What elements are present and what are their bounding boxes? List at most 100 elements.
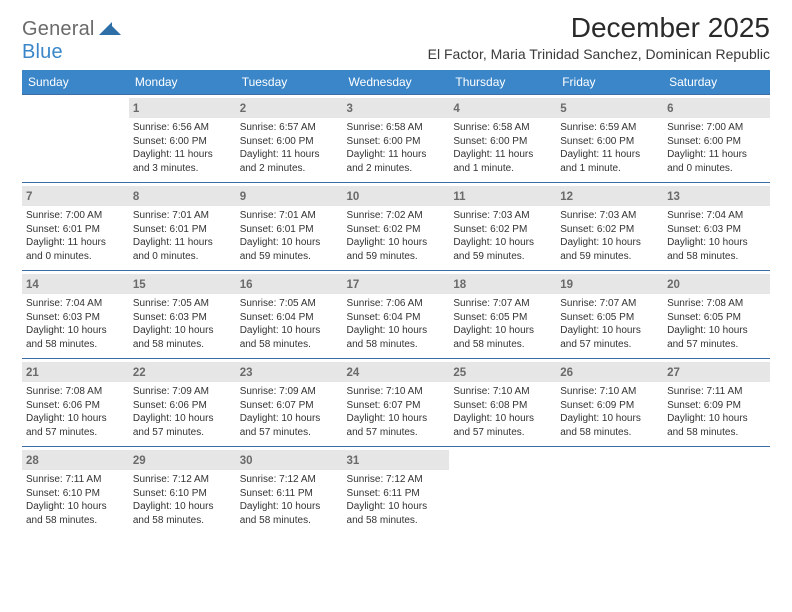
entry-sunset: Sunset: 6:10 PM	[133, 487, 232, 501]
calendar-cell: 8Sunrise: 7:01 AMSunset: 6:01 PMDaylight…	[129, 182, 236, 270]
calendar-cell: 5Sunrise: 6:59 AMSunset: 6:00 PMDaylight…	[556, 94, 663, 182]
entry-daylight: Daylight: 10 hours and 58 minutes.	[26, 500, 125, 527]
page-header: General Blue December 2025 El Factor, Ma…	[22, 12, 770, 64]
entry-sunset: Sunset: 6:11 PM	[240, 487, 339, 501]
day-number: 19	[560, 279, 573, 291]
calendar-cell: 9Sunrise: 7:01 AMSunset: 6:01 PMDaylight…	[236, 182, 343, 270]
entry-sunset: Sunset: 6:09 PM	[667, 399, 766, 413]
day-number: 7	[26, 191, 32, 203]
calendar-cell: 17Sunrise: 7:06 AMSunset: 6:04 PMDayligh…	[343, 270, 450, 358]
day-number: 13	[667, 191, 680, 203]
entry-sunrise: Sunrise: 7:10 AM	[347, 385, 446, 399]
entry-sunset: Sunset: 6:06 PM	[26, 399, 125, 413]
entry-sunset: Sunset: 6:03 PM	[26, 311, 125, 325]
weekday-header: Sunday	[22, 70, 129, 94]
entry-daylight: Daylight: 11 hours and 0 minutes.	[133, 236, 232, 263]
entry-daylight: Daylight: 10 hours and 58 minutes.	[667, 236, 766, 263]
calendar-cell	[556, 446, 663, 534]
entry-daylight: Daylight: 10 hours and 57 minutes.	[560, 324, 659, 351]
entry-sunrise: Sunrise: 7:09 AM	[133, 385, 232, 399]
entry-sunrise: Sunrise: 7:08 AM	[667, 297, 766, 311]
entry-daylight: Daylight: 10 hours and 57 minutes.	[667, 324, 766, 351]
entry-sunrise: Sunrise: 6:56 AM	[133, 121, 232, 135]
entry-daylight: Daylight: 10 hours and 59 minutes.	[560, 236, 659, 263]
entry-sunset: Sunset: 6:07 PM	[240, 399, 339, 413]
calendar-cell: 16Sunrise: 7:05 AMSunset: 6:04 PMDayligh…	[236, 270, 343, 358]
entry-sunrise: Sunrise: 7:12 AM	[240, 473, 339, 487]
entry-sunrise: Sunrise: 7:06 AM	[347, 297, 446, 311]
entry-sunset: Sunset: 6:04 PM	[347, 311, 446, 325]
day-number: 5	[560, 103, 566, 115]
entry-sunset: Sunset: 6:01 PM	[133, 223, 232, 237]
weekday-header: Monday	[129, 70, 236, 94]
day-number: 2	[240, 103, 246, 115]
day-number: 16	[240, 279, 253, 291]
entry-daylight: Daylight: 10 hours and 57 minutes.	[26, 412, 125, 439]
day-number-bar: 12	[556, 186, 663, 206]
day-number-bar: 21	[22, 362, 129, 382]
entry-daylight: Daylight: 11 hours and 3 minutes.	[133, 148, 232, 175]
day-number-bar: 5	[556, 98, 663, 118]
day-number-bar: 26	[556, 362, 663, 382]
entry-daylight: Daylight: 10 hours and 57 minutes.	[240, 412, 339, 439]
day-number-bar: 28	[22, 450, 129, 470]
day-number-bar: 23	[236, 362, 343, 382]
entry-sunset: Sunset: 6:00 PM	[240, 135, 339, 149]
entry-sunset: Sunset: 6:00 PM	[667, 135, 766, 149]
calendar-cell: 21Sunrise: 7:08 AMSunset: 6:06 PMDayligh…	[22, 358, 129, 446]
entry-daylight: Daylight: 11 hours and 0 minutes.	[667, 148, 766, 175]
entry-daylight: Daylight: 10 hours and 58 minutes.	[133, 324, 232, 351]
entry-sunset: Sunset: 6:01 PM	[240, 223, 339, 237]
calendar-cell: 22Sunrise: 7:09 AMSunset: 6:06 PMDayligh…	[129, 358, 236, 446]
day-number-bar: 4	[449, 98, 556, 118]
day-number-bar: 29	[129, 450, 236, 470]
entry-sunrise: Sunrise: 7:04 AM	[26, 297, 125, 311]
entry-sunrise: Sunrise: 7:03 AM	[560, 209, 659, 223]
entry-daylight: Daylight: 10 hours and 58 minutes.	[240, 500, 339, 527]
entry-sunset: Sunset: 6:00 PM	[347, 135, 446, 149]
day-number-bar: 8	[129, 186, 236, 206]
entry-sunrise: Sunrise: 7:07 AM	[453, 297, 552, 311]
calendar-table: Sunday Monday Tuesday Wednesday Thursday…	[22, 70, 770, 534]
entry-sunrise: Sunrise: 7:12 AM	[347, 473, 446, 487]
calendar-cell: 15Sunrise: 7:05 AMSunset: 6:03 PMDayligh…	[129, 270, 236, 358]
calendar-cell: 20Sunrise: 7:08 AMSunset: 6:05 PMDayligh…	[663, 270, 770, 358]
calendar-cell	[663, 446, 770, 534]
day-number: 26	[560, 367, 573, 379]
entry-sunset: Sunset: 6:00 PM	[133, 135, 232, 149]
entry-daylight: Daylight: 10 hours and 58 minutes.	[347, 324, 446, 351]
day-number: 11	[453, 191, 465, 203]
entry-sunset: Sunset: 6:05 PM	[453, 311, 552, 325]
day-number: 22	[133, 367, 146, 379]
entry-sunset: Sunset: 6:05 PM	[560, 311, 659, 325]
weekday-header-row: Sunday Monday Tuesday Wednesday Thursday…	[22, 70, 770, 94]
entry-sunset: Sunset: 6:01 PM	[26, 223, 125, 237]
entry-sunset: Sunset: 6:03 PM	[133, 311, 232, 325]
calendar-week-row: 7Sunrise: 7:00 AMSunset: 6:01 PMDaylight…	[22, 182, 770, 270]
entry-daylight: Daylight: 11 hours and 1 minute.	[560, 148, 659, 175]
calendar-cell: 13Sunrise: 7:04 AMSunset: 6:03 PMDayligh…	[663, 182, 770, 270]
entry-sunset: Sunset: 6:10 PM	[26, 487, 125, 501]
entry-sunset: Sunset: 6:04 PM	[240, 311, 339, 325]
entry-sunrise: Sunrise: 7:05 AM	[240, 297, 339, 311]
entry-daylight: Daylight: 10 hours and 58 minutes.	[453, 324, 552, 351]
entry-sunset: Sunset: 6:09 PM	[560, 399, 659, 413]
entry-daylight: Daylight: 10 hours and 58 minutes.	[560, 412, 659, 439]
entry-sunrise: Sunrise: 7:07 AM	[560, 297, 659, 311]
calendar-cell: 28Sunrise: 7:11 AMSunset: 6:10 PMDayligh…	[22, 446, 129, 534]
entry-sunset: Sunset: 6:05 PM	[667, 311, 766, 325]
entry-sunrise: Sunrise: 7:02 AM	[347, 209, 446, 223]
calendar-cell: 1 Sunrise: 6:56 AMSunset: 6:00 PMDaylight…	[129, 94, 236, 182]
day-number: 30	[240, 455, 253, 467]
day-number: 27	[667, 367, 680, 379]
day-number: 1	[133, 103, 139, 115]
day-number-bar: 9	[236, 186, 343, 206]
logo-text-blue: Blue	[22, 41, 63, 63]
calendar-cell	[449, 446, 556, 534]
entry-sunset: Sunset: 6:02 PM	[453, 223, 552, 237]
day-number: 15	[133, 279, 146, 291]
day-number: 4	[453, 103, 459, 115]
entry-sunrise: Sunrise: 6:57 AM	[240, 121, 339, 135]
entry-sunrise: Sunrise: 7:00 AM	[667, 121, 766, 135]
entry-daylight: Daylight: 10 hours and 58 minutes.	[26, 324, 125, 351]
